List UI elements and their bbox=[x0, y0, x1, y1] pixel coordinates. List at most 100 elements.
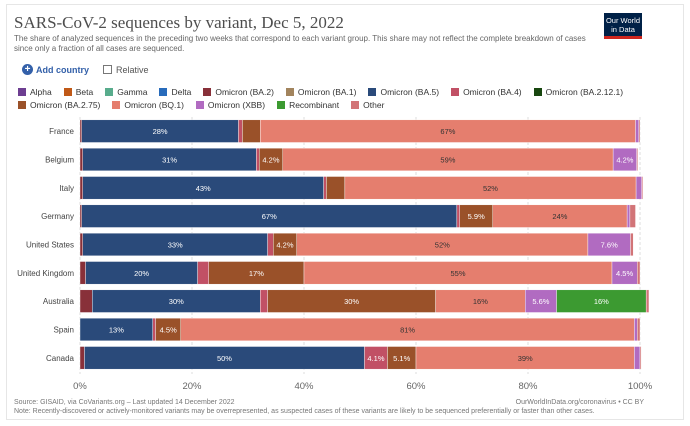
bar-segment-omicron-ba-2[interactable] bbox=[79, 289, 93, 313]
bar-segment-omicron-xbb[interactable] bbox=[634, 317, 638, 342]
bar-segment-omicron-ba-2[interactable] bbox=[79, 346, 85, 370]
bar-segment-omicron-ba-4[interactable] bbox=[256, 147, 260, 172]
relative-toggle[interactable]: Relative bbox=[103, 65, 149, 75]
legend-swatch bbox=[533, 88, 542, 96]
bar-segment-omicron-ba-2[interactable] bbox=[79, 119, 82, 143]
chart-legend: Alpha Beta Gamma Delta Omicron (BA.2) Omicron… bbox=[18, 86, 658, 112]
legend-label: Beta bbox=[75, 87, 94, 97]
bar-segment-omicron-ba-4[interactable] bbox=[456, 204, 460, 228]
data-label: 24% bbox=[552, 212, 567, 221]
bar-segment-omicron-ba-4[interactable] bbox=[260, 289, 268, 313]
data-label: 55% bbox=[450, 269, 465, 278]
logo-line-1: Our World bbox=[605, 16, 641, 25]
logo-line-2: in Data bbox=[611, 25, 635, 34]
legend-item-omicron-bq-1[interactable]: Omicron (BQ.1) bbox=[112, 99, 184, 111]
chart-subtitle: The share of analyzed sequences in the p… bbox=[14, 34, 586, 53]
bar-segment-other[interactable] bbox=[638, 119, 641, 143]
plus-icon: + bbox=[22, 64, 33, 75]
legend-label: Delta bbox=[171, 87, 192, 97]
legend-item-delta[interactable]: Delta bbox=[159, 86, 191, 98]
owid-logo[interactable]: Our World in Data bbox=[604, 13, 642, 39]
relative-label: Relative bbox=[116, 64, 149, 75]
bar-segment-other[interactable] bbox=[641, 176, 643, 200]
checkbox-icon[interactable] bbox=[103, 65, 112, 74]
credit-link[interactable]: OurWorldInData.org/coronavirus • CC BY bbox=[515, 399, 644, 406]
bar-segment-other[interactable] bbox=[637, 317, 641, 342]
bar-segment-other[interactable] bbox=[630, 232, 634, 257]
legend-item-omicron-xbb[interactable]: Omicron (XBB) bbox=[195, 99, 266, 111]
chart-controls: + Add country Relative bbox=[22, 64, 149, 75]
category-label: United Kingdom bbox=[17, 269, 74, 278]
category-label: United States bbox=[26, 241, 74, 250]
legend-item-recombinant[interactable]: Recombinant bbox=[277, 99, 339, 111]
data-label: 5.6% bbox=[532, 297, 549, 306]
data-label: 4.2% bbox=[616, 156, 633, 165]
bar-segment-omicron-xbb[interactable] bbox=[634, 346, 641, 370]
bar-segment-omicron-ba-4[interactable] bbox=[323, 176, 327, 200]
data-label: 67% bbox=[440, 127, 455, 136]
data-label: 33% bbox=[168, 241, 183, 250]
chart-title: SARS-CoV-2 sequences by variant, Dec 5, … bbox=[14, 13, 344, 32]
bar-segment-other[interactable] bbox=[639, 346, 642, 370]
data-label: 59% bbox=[440, 156, 455, 165]
add-country-button[interactable]: + Add country bbox=[22, 64, 89, 75]
legend-label: Omicron (BA.2) bbox=[215, 87, 274, 97]
bar-segment-omicron-ba-2[interactable] bbox=[79, 147, 83, 172]
legend-item-gamma[interactable]: Gamma bbox=[105, 86, 147, 98]
legend-label: Alpha bbox=[30, 87, 52, 97]
x-tick-label: 100% bbox=[628, 381, 653, 392]
data-label: 30% bbox=[169, 297, 184, 306]
bar-segment-omicron-xbb[interactable] bbox=[626, 204, 631, 228]
legend-swatch bbox=[18, 101, 26, 109]
legend-label: Omicron (BA.4) bbox=[463, 87, 522, 97]
bar-segment-omicron-ba-2-75[interactable] bbox=[242, 119, 261, 143]
legend-swatch bbox=[112, 101, 121, 109]
bar-segment-omicron-xbb[interactable] bbox=[635, 119, 640, 143]
data-label: 52% bbox=[435, 241, 450, 250]
legend-item-omicron-ba-5[interactable]: Omicron (BA.5) bbox=[368, 86, 439, 98]
legend-label: Omicron (BA.5) bbox=[380, 87, 440, 97]
legend-item-other[interactable]: Other bbox=[351, 99, 384, 111]
add-country-label: Add country bbox=[36, 64, 89, 75]
legend-item-omicron-ba-2-75[interactable]: Omicron (BA.2.75) bbox=[18, 99, 100, 111]
data-label: 7.6% bbox=[601, 241, 618, 250]
bar-segment-omicron-ba-2[interactable] bbox=[79, 261, 86, 285]
bar-segment-omicron-ba-4[interactable] bbox=[152, 317, 156, 342]
legend-swatch bbox=[277, 101, 286, 109]
legend-item-omicron-ba-2-12-1[interactable]: Omicron (BA.2.12.1) bbox=[533, 86, 623, 98]
bar-segment-omicron-ba-2-75[interactable] bbox=[326, 176, 346, 200]
bar-segment-omicron-ba-4[interactable] bbox=[267, 232, 274, 257]
data-label: 4.5% bbox=[616, 269, 633, 278]
legend-label: Omicron (BQ.1) bbox=[124, 100, 184, 110]
legend-item-beta[interactable]: Beta bbox=[63, 86, 94, 98]
data-label: 52% bbox=[483, 184, 498, 193]
data-label: 50% bbox=[217, 354, 232, 363]
x-tick-label: 80% bbox=[518, 381, 538, 392]
legend-swatch bbox=[351, 101, 360, 109]
bar-segment-other[interactable] bbox=[629, 204, 636, 228]
legend-item-omicron-ba-2[interactable]: Omicron (BA.2) bbox=[203, 86, 274, 98]
data-label: 28% bbox=[153, 127, 168, 136]
bar-segment-other[interactable] bbox=[645, 289, 650, 313]
bar-segment-omicron-ba-4[interactable] bbox=[197, 261, 210, 285]
legend-item-omicron-ba-1[interactable]: Omicron (BA.1) bbox=[285, 86, 356, 98]
data-label: 67% bbox=[262, 212, 277, 221]
bar-segment-omicron-ba-2[interactable] bbox=[79, 204, 82, 228]
bar-segment-omicron-ba-2[interactable] bbox=[79, 176, 83, 200]
source-text: Source: GISAID, via CoVariants.org – Las… bbox=[14, 399, 235, 406]
bar-segment-other[interactable] bbox=[636, 147, 638, 172]
bar-segment-omicron-xbb[interactable] bbox=[635, 176, 642, 200]
legend-label: Omicron (XBB) bbox=[207, 100, 266, 110]
chart-footer: Source: GISAID, via CoVariants.org – Las… bbox=[14, 399, 644, 416]
data-label: 81% bbox=[400, 326, 415, 335]
legend-item-omicron-ba-4[interactable]: Omicron (BA.4) bbox=[451, 86, 522, 98]
bar-segment-omicron-ba-4[interactable] bbox=[238, 119, 243, 143]
category-label: Canada bbox=[46, 354, 75, 363]
legend-swatch bbox=[63, 88, 72, 96]
data-label: 4.5% bbox=[160, 326, 177, 335]
legend-item-alpha[interactable]: Alpha bbox=[18, 86, 52, 98]
bar-segment-omicron-ba-2[interactable] bbox=[79, 232, 83, 257]
bar-segment-other[interactable] bbox=[637, 261, 641, 285]
data-label: 4.1% bbox=[367, 354, 384, 363]
